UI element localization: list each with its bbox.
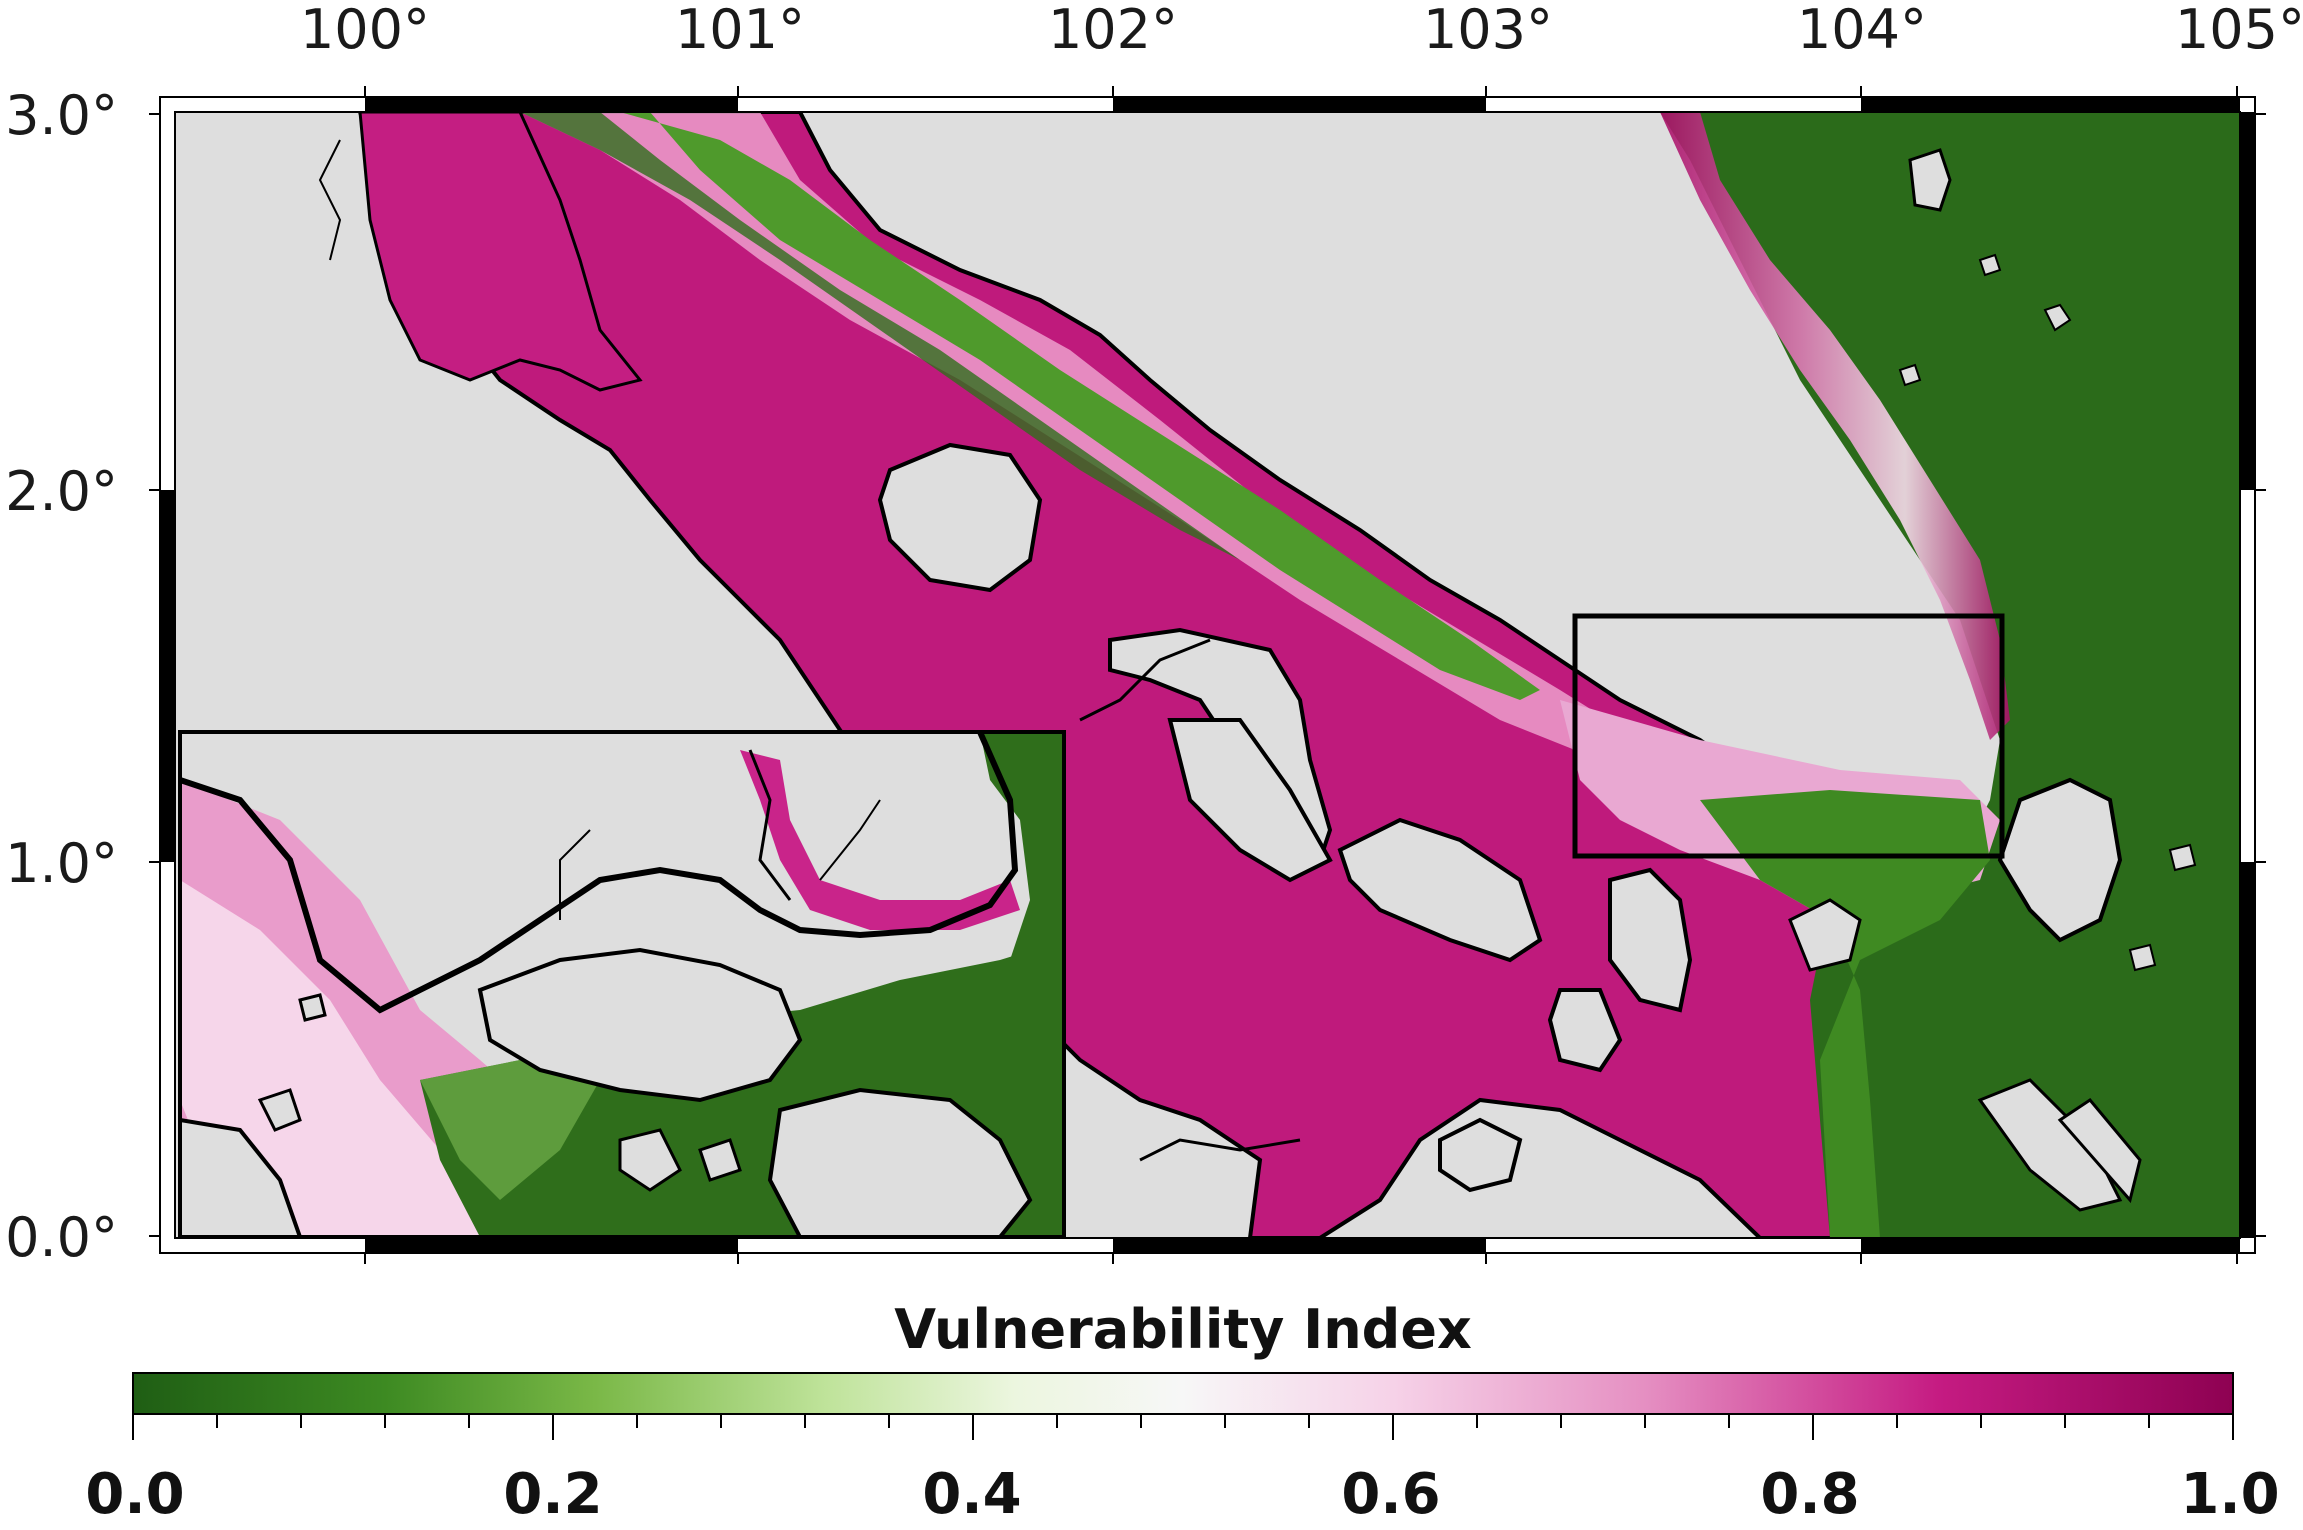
inset-water-light [180,880,520,1237]
lat-tick-label: 3.0° [5,84,118,147]
inset-johor-river-3 [819,799,881,881]
river-north [318,139,342,261]
inset-singapore-island [477,947,803,1103]
lon-tick-label: 101° [675,0,805,61]
map-frame [149,86,2266,1264]
island-batam [1788,898,1862,972]
island-rupat [877,442,1043,593]
island-lingga-2 [2057,1098,2142,1204]
east-coast-pink-strip [1660,112,2010,740]
lon-tick-label: 102° [1048,0,1178,61]
riau-green-water [1700,790,1990,1238]
inset-map [180,732,1064,1237]
island-tioman [1908,148,1952,212]
colorbar-tick-label: 0.6 [1341,1462,1440,1527]
main-map [175,112,2240,1238]
inset-water-green-light [420,1060,600,1200]
inset-islet-4 [298,993,327,1022]
inset-sumatra-land [180,1117,303,1237]
inset-johor-coast [180,732,1019,1014]
lat-tick-label: 0.0° [5,1206,118,1269]
island-small-east-1 [2168,843,2197,872]
lon-tick-label: 104° [1797,0,1927,61]
island-mendol [1438,1117,1523,1193]
inset-johor-river-2 [559,829,591,920]
inset-water-green-east [980,732,1064,960]
island-small-north-2 [1978,253,2002,277]
strait-water-low [430,112,1540,700]
island-small-east-2 [2128,943,2157,972]
inset-region-box [1572,613,2005,859]
lon-tick-label: 105° [2175,0,2303,61]
river-kampar [1139,1138,1301,1162]
island-small-north-1 [2043,303,2072,332]
colorbar-tick-label: 1.0 [2180,1462,2279,1527]
river-siak [1079,638,1211,722]
inset-coast-strip [740,750,1020,930]
latitude-axis: 3.0° 2.0° 1.0° 0.0° [5,84,118,1269]
colorbar-ticks [132,1414,2234,1440]
coastal-lobe-northwest [358,112,643,392]
island-padang [1167,718,1333,883]
island-bintan [1997,777,2123,943]
inset-islet-3 [698,1138,742,1182]
lat-tick-label: 1.0° [5,832,118,895]
inset-islet-1 [257,1088,302,1132]
colorbar-tick-label: 0.0 [85,1462,184,1527]
lon-tick-label: 103° [1423,0,1553,61]
strait-water-low-dark [520,112,1240,560]
island-tebing-tinggi [1337,817,1543,963]
south-china-sea-water [1660,112,2240,1238]
colorbar-gradient [132,1372,2234,1415]
inset-islet-2 [618,1128,682,1192]
island-karimun [1608,867,1693,1013]
colorbar-tick-label: 0.2 [503,1462,602,1527]
colorbar-tick-label: 0.4 [922,1462,1021,1527]
lon-tick-label: 100° [300,0,430,61]
inset-johor-river-1 [748,749,792,901]
island-kundur [1547,988,1623,1073]
inset-batam-island [767,1087,1033,1237]
island-small-north-3 [1898,363,1922,387]
longitude-axis: 100° 101° 102° 103° 104° 105° [300,0,2303,61]
colorbar: Vulnerability Index 0.0 0.2 0.4 0.6 0.8 … [85,1298,2279,1527]
colorbar-title: Vulnerability Index [894,1298,1472,1361]
colorbar-tick-label: 0.8 [1760,1462,1859,1527]
island-lingga-1 [1977,1078,2123,1212]
lat-tick-label: 2.0° [5,460,118,523]
